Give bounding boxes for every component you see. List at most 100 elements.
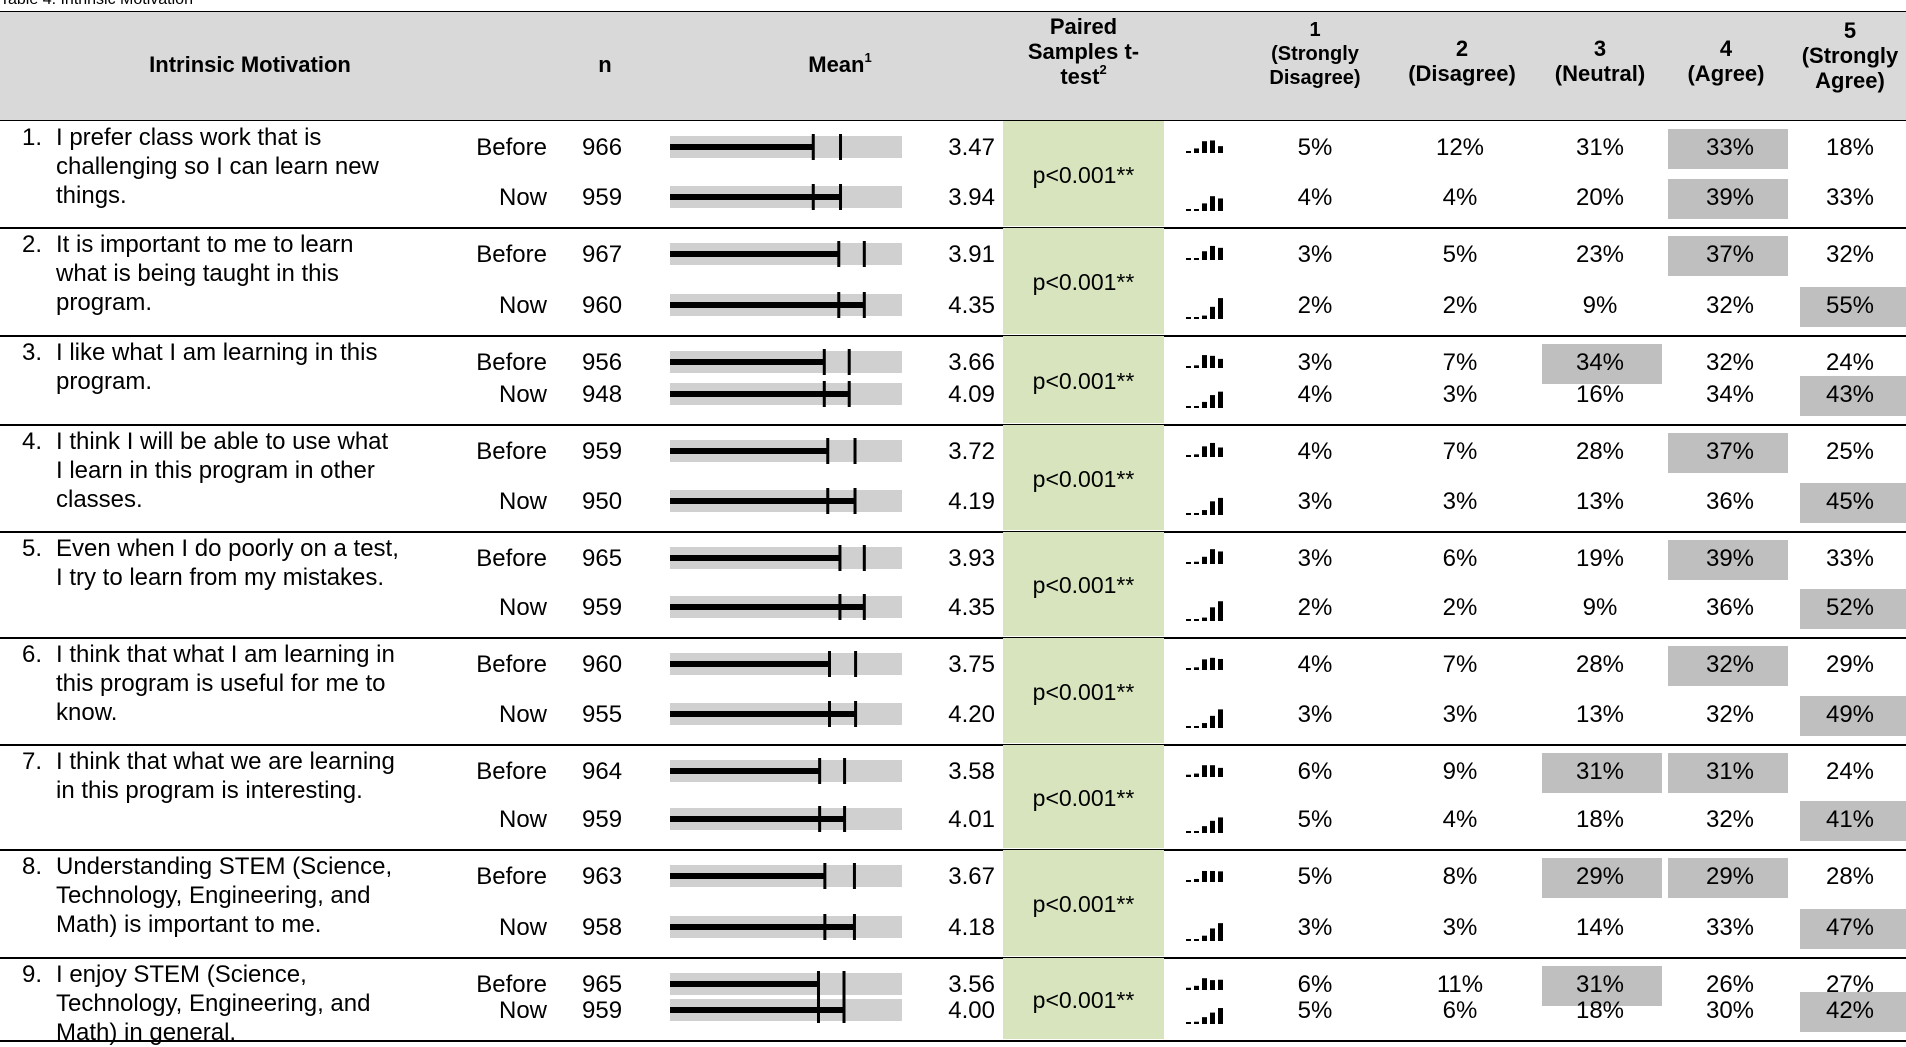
percent-value: 34% (1575, 349, 1625, 376)
percent-value: 13% (1575, 701, 1625, 728)
item-number: 5. (22, 535, 43, 562)
mean-bar (670, 661, 830, 667)
percent-value: 28% (1575, 438, 1625, 465)
percent-value: 20% (1575, 184, 1625, 211)
n-value: 967 (582, 241, 623, 268)
percent-value: 5% (1297, 134, 1333, 161)
percent-value: 3% (1442, 701, 1478, 728)
timepoint-label: Now (498, 806, 547, 833)
distribution-bar (1194, 209, 1199, 211)
percent-value: 18% (1825, 134, 1875, 161)
percent-value: 3% (1442, 381, 1478, 408)
ttest-value: p<0.001** (1032, 784, 1135, 811)
ttest-value: p<0.001** (1032, 572, 1135, 598)
distribution-bar (1202, 401, 1207, 408)
timepoint-label: Before (476, 651, 547, 678)
n-value: 959 (582, 594, 623, 621)
distribution-bar (1186, 406, 1191, 408)
percent-value: 3% (1297, 545, 1333, 572)
percent-value: 47% (1825, 914, 1875, 941)
mean-value: 4.35 (948, 292, 995, 319)
mean-value: 3.66 (948, 349, 995, 376)
distribution-bar (1210, 980, 1215, 990)
distribution-bar (1218, 923, 1223, 941)
distribution-bar (1194, 561, 1199, 564)
mode-highlight (1668, 236, 1788, 276)
mean-marker (818, 758, 822, 784)
item-text-line: things. (56, 182, 127, 209)
distribution-bar (1218, 551, 1223, 564)
percent-value: 14% (1575, 914, 1625, 941)
percent-value: 9% (1582, 292, 1618, 319)
ttest-cell: p<0.001** (1003, 336, 1164, 423)
mean-marker (847, 381, 851, 407)
distribution-bar (1202, 870, 1207, 882)
n-value: 948 (582, 381, 623, 408)
percent-value: 5% (1297, 997, 1333, 1024)
distribution-bar (1194, 726, 1199, 728)
distribution-bar (1210, 196, 1215, 211)
mean-value: 3.56 (948, 971, 995, 998)
mean-bar (670, 924, 855, 930)
distribution-bar (1186, 880, 1191, 882)
mean-bar (670, 194, 841, 200)
mode-highlight (1668, 646, 1788, 686)
distribution-bar (1186, 151, 1191, 153)
mean-marker (838, 545, 842, 571)
item-text-line: know. (56, 699, 118, 726)
distribution-bar (1194, 406, 1199, 408)
distribution-bar (1218, 658, 1223, 670)
item-text-line: I like what I am learning in this (56, 339, 378, 366)
header-scale-5: 5 (Strongly Agree) (1801, 18, 1899, 93)
row-divider (0, 637, 1906, 639)
item-text-line: Math) is important to me. (56, 911, 322, 938)
mean-value: 3.72 (948, 438, 995, 465)
item-number: 4. (22, 428, 43, 455)
percent-value: 32% (1825, 241, 1875, 268)
ttest-cell: p<0.001** (1003, 745, 1164, 848)
distribution-bar (1194, 939, 1199, 941)
mode-highlight (1542, 858, 1662, 898)
item-text-line: I enjoy STEM (Science, (56, 961, 307, 988)
distribution-bar (1194, 878, 1199, 882)
percent-value: 33% (1705, 914, 1755, 941)
mean-value: 4.01 (948, 806, 995, 833)
mean-value: 4.20 (948, 701, 995, 728)
percent-value: 28% (1575, 651, 1625, 678)
ttest-value: p<0.001** (1032, 891, 1135, 917)
percent-value: 7% (1442, 651, 1478, 678)
percent-value: 4% (1297, 381, 1333, 408)
mean-marker (826, 488, 830, 514)
distribution-bar (1210, 140, 1215, 153)
distribution-bar (1194, 148, 1199, 153)
n-value: 960 (582, 651, 623, 678)
timepoint-label: Before (476, 863, 547, 890)
item-text-line: program. (56, 368, 153, 395)
percent-value: 31% (1575, 971, 1625, 998)
percent-value: 29% (1705, 863, 1755, 890)
distribution-bar (1210, 355, 1215, 368)
percent-value: 41% (1825, 806, 1875, 833)
mode-highlight (1668, 753, 1788, 793)
item-text-line: I think that what we are learning (56, 748, 395, 775)
item-text-line: I try to learn from my mistakes. (56, 564, 385, 591)
item-text-line: classes. (56, 486, 143, 513)
header-ttest: Paired Samples t- test2 (1027, 14, 1140, 89)
n-value: 960 (582, 292, 623, 319)
percent-value: 37% (1705, 241, 1755, 268)
mean-bar (670, 302, 865, 308)
mode-highlight (1800, 696, 1906, 736)
ttest-cell: p<0.001** (1003, 532, 1164, 636)
timepoint-label: Before (476, 349, 547, 376)
percent-value: 3% (1297, 701, 1333, 728)
ttest-cell: p<0.001** (1003, 638, 1164, 743)
percent-value: 5% (1297, 806, 1333, 833)
ttest-value: p<0.001** (1032, 678, 1135, 705)
mean-marker (823, 914, 827, 940)
distribution-bar (1218, 358, 1223, 368)
mode-highlight (1542, 344, 1662, 384)
mode-highlight (1800, 589, 1906, 629)
percent-value: 43% (1825, 381, 1875, 408)
mean-marker (843, 806, 847, 832)
